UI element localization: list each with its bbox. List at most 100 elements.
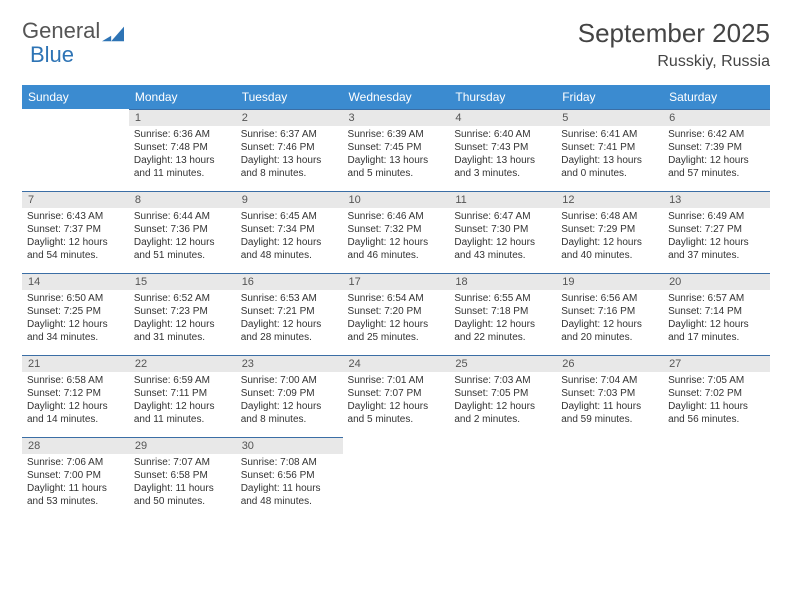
calendar-cell: 28Sunrise: 7:06 AMSunset: 7:00 PMDayligh… [22,437,129,519]
day-detail-line: Sunset: 7:00 PM [27,469,124,482]
day-detail-line: Sunset: 7:20 PM [348,305,445,318]
logo-mark-icon [102,22,124,40]
month-title: September 2025 [578,18,770,49]
day-number: 7 [22,191,129,208]
day-details: Sunrise: 7:03 AMSunset: 7:05 PMDaylight:… [449,372,556,430]
day-detail-line: Daylight: 12 hours and 20 minutes. [561,318,658,344]
day-number: 8 [129,191,236,208]
calendar-cell: 8Sunrise: 6:44 AMSunset: 7:36 PMDaylight… [129,191,236,273]
calendar-cell: 2Sunrise: 6:37 AMSunset: 7:46 PMDaylight… [236,109,343,191]
day-detail-line: Sunrise: 6:55 AM [454,292,551,305]
day-detail-line: Daylight: 12 hours and 57 minutes. [668,154,765,180]
weekday-header: Friday [556,85,663,109]
day-detail-line: Sunset: 7:34 PM [241,223,338,236]
calendar-cell: 21Sunrise: 6:58 AMSunset: 7:12 PMDayligh… [22,355,129,437]
calendar-cell [343,437,450,519]
day-details: Sunrise: 6:50 AMSunset: 7:25 PMDaylight:… [22,290,129,348]
calendar-cell: 18Sunrise: 6:55 AMSunset: 7:18 PMDayligh… [449,273,556,355]
day-details: Sunrise: 6:54 AMSunset: 7:20 PMDaylight:… [343,290,450,348]
day-detail-line: Sunrise: 6:37 AM [241,128,338,141]
day-details: Sunrise: 6:46 AMSunset: 7:32 PMDaylight:… [343,208,450,266]
calendar-cell: 16Sunrise: 6:53 AMSunset: 7:21 PMDayligh… [236,273,343,355]
day-details: Sunrise: 6:37 AMSunset: 7:46 PMDaylight:… [236,126,343,184]
calendar-cell: 25Sunrise: 7:03 AMSunset: 7:05 PMDayligh… [449,355,556,437]
day-detail-line: Daylight: 13 hours and 3 minutes. [454,154,551,180]
day-detail-line: Sunrise: 6:49 AM [668,210,765,223]
day-number: 27 [663,355,770,372]
day-detail-line: Sunrise: 7:08 AM [241,456,338,469]
day-number: 22 [129,355,236,372]
calendar-cell: 3Sunrise: 6:39 AMSunset: 7:45 PMDaylight… [343,109,450,191]
day-number: 5 [556,109,663,126]
day-detail-line: Sunset: 7:41 PM [561,141,658,154]
calendar-cell: 23Sunrise: 7:00 AMSunset: 7:09 PMDayligh… [236,355,343,437]
day-number: 13 [663,191,770,208]
calendar-cell: 11Sunrise: 6:47 AMSunset: 7:30 PMDayligh… [449,191,556,273]
day-details: Sunrise: 6:52 AMSunset: 7:23 PMDaylight:… [129,290,236,348]
day-detail-line: Daylight: 12 hours and 28 minutes. [241,318,338,344]
day-number: 12 [556,191,663,208]
day-detail-line: Sunrise: 6:56 AM [561,292,658,305]
day-detail-line: Sunset: 7:29 PM [561,223,658,236]
calendar-cell: 13Sunrise: 6:49 AMSunset: 7:27 PMDayligh… [663,191,770,273]
day-details: Sunrise: 6:42 AMSunset: 7:39 PMDaylight:… [663,126,770,184]
day-detail-line: Daylight: 12 hours and 8 minutes. [241,400,338,426]
day-number: 23 [236,355,343,372]
day-number: 28 [22,437,129,454]
day-detail-line: Sunrise: 6:48 AM [561,210,658,223]
day-detail-line: Sunrise: 6:53 AM [241,292,338,305]
day-detail-line: Sunset: 7:09 PM [241,387,338,400]
day-detail-line: Daylight: 12 hours and 48 minutes. [241,236,338,262]
day-details: Sunrise: 6:44 AMSunset: 7:36 PMDaylight:… [129,208,236,266]
day-details: Sunrise: 6:43 AMSunset: 7:37 PMDaylight:… [22,208,129,266]
day-detail-line: Sunset: 7:12 PM [27,387,124,400]
day-detail-line: Sunrise: 6:54 AM [348,292,445,305]
day-number: 6 [663,109,770,126]
calendar-cell: 22Sunrise: 6:59 AMSunset: 7:11 PMDayligh… [129,355,236,437]
weekday-header: Thursday [449,85,556,109]
title-block: September 2025 Russkiy, Russia [578,18,770,71]
day-detail-line: Sunrise: 6:50 AM [27,292,124,305]
calendar-cell: 30Sunrise: 7:08 AMSunset: 6:56 PMDayligh… [236,437,343,519]
day-details: Sunrise: 6:36 AMSunset: 7:48 PMDaylight:… [129,126,236,184]
logo: General [22,18,124,44]
day-detail-line: Daylight: 12 hours and 2 minutes. [454,400,551,426]
day-detail-line: Sunset: 7:37 PM [27,223,124,236]
weekday-header: Wednesday [343,85,450,109]
day-detail-line: Sunset: 7:11 PM [134,387,231,400]
calendar-cell [22,109,129,191]
day-detail-line: Daylight: 13 hours and 0 minutes. [561,154,658,180]
day-detail-line: Sunrise: 6:40 AM [454,128,551,141]
day-details: Sunrise: 6:39 AMSunset: 7:45 PMDaylight:… [343,126,450,184]
day-detail-line: Sunset: 6:58 PM [134,469,231,482]
day-detail-line: Sunset: 7:05 PM [454,387,551,400]
calendar-cell: 26Sunrise: 7:04 AMSunset: 7:03 PMDayligh… [556,355,663,437]
day-detail-line: Sunset: 7:21 PM [241,305,338,318]
calendar-cell: 5Sunrise: 6:41 AMSunset: 7:41 PMDaylight… [556,109,663,191]
day-detail-line: Daylight: 12 hours and 37 minutes. [668,236,765,262]
day-detail-line: Sunrise: 6:58 AM [27,374,124,387]
day-number: 4 [449,109,556,126]
calendar-body: 1Sunrise: 6:36 AMSunset: 7:48 PMDaylight… [22,109,770,519]
day-detail-line: Sunset: 7:39 PM [668,141,765,154]
day-detail-line: Daylight: 12 hours and 31 minutes. [134,318,231,344]
day-detail-line: Daylight: 12 hours and 46 minutes. [348,236,445,262]
calendar-cell: 7Sunrise: 6:43 AMSunset: 7:37 PMDaylight… [22,191,129,273]
day-details: Sunrise: 6:40 AMSunset: 7:43 PMDaylight:… [449,126,556,184]
day-number: 9 [236,191,343,208]
day-detail-line: Daylight: 11 hours and 59 minutes. [561,400,658,426]
day-details: Sunrise: 6:45 AMSunset: 7:34 PMDaylight:… [236,208,343,266]
day-details: Sunrise: 6:48 AMSunset: 7:29 PMDaylight:… [556,208,663,266]
day-detail-line: Daylight: 12 hours and 40 minutes. [561,236,658,262]
day-detail-line: Sunrise: 7:04 AM [561,374,658,387]
calendar-cell: 19Sunrise: 6:56 AMSunset: 7:16 PMDayligh… [556,273,663,355]
day-detail-line: Daylight: 12 hours and 22 minutes. [454,318,551,344]
header: General September 2025 Russkiy, Russia [22,18,770,71]
day-detail-line: Daylight: 13 hours and 5 minutes. [348,154,445,180]
location: Russkiy, Russia [578,53,770,71]
day-detail-line: Sunrise: 7:01 AM [348,374,445,387]
calendar-cell: 15Sunrise: 6:52 AMSunset: 7:23 PMDayligh… [129,273,236,355]
day-details: Sunrise: 7:07 AMSunset: 6:58 PMDaylight:… [129,454,236,512]
day-detail-line: Daylight: 11 hours and 48 minutes. [241,482,338,508]
day-detail-line: Sunset: 7:30 PM [454,223,551,236]
